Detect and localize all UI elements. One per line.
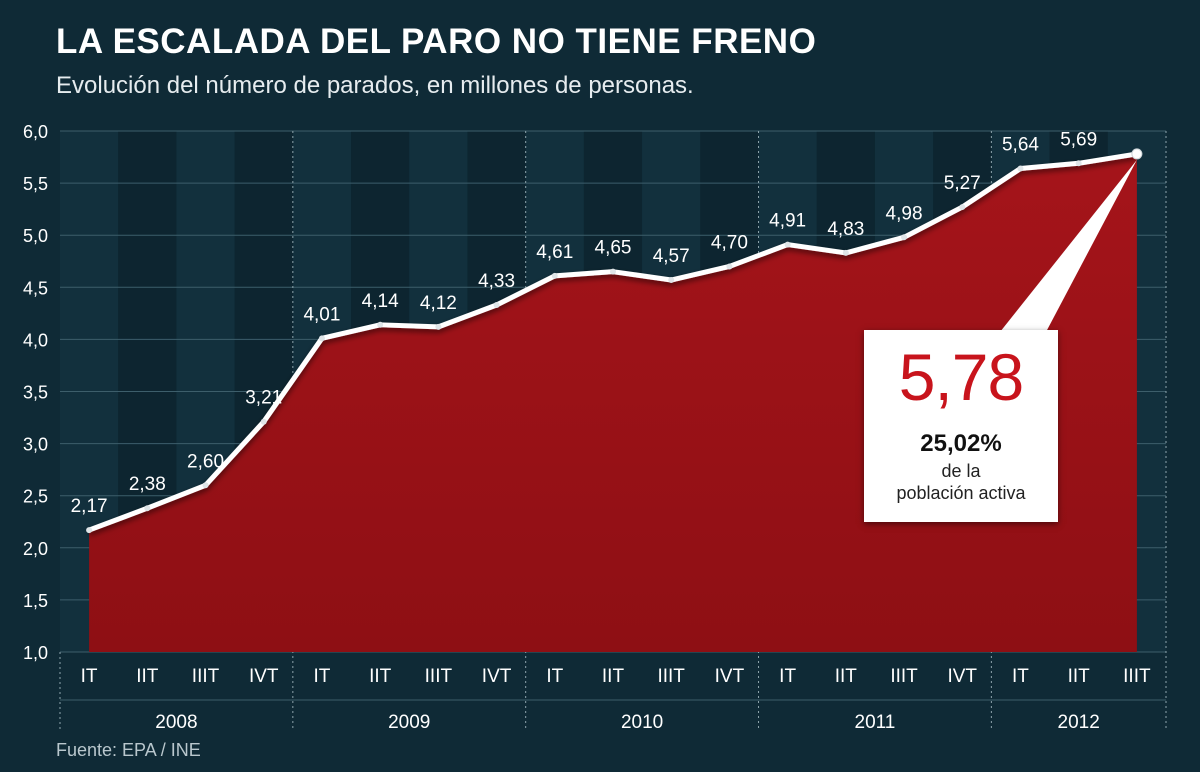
data-point (668, 277, 675, 284)
x-tick-label: IIT (136, 666, 159, 687)
callout-desc-line2: población activa (896, 483, 1026, 503)
year-label: 2009 (388, 712, 430, 733)
data-point (377, 321, 384, 328)
data-point (784, 241, 791, 248)
data-value-label: 4,61 (536, 242, 573, 263)
x-tick-label: IIT (1068, 666, 1091, 687)
data-value-label: 5,27 (944, 173, 981, 194)
data-value-label: 4,33 (478, 271, 515, 292)
data-value-label: 4,14 (362, 291, 399, 312)
x-tick-label: IT (546, 666, 563, 687)
year-label: 2011 (855, 712, 896, 733)
data-value-label: 4,91 (769, 211, 806, 232)
x-tick-label: IT (314, 666, 331, 687)
data-point (493, 302, 500, 309)
callout-value: 5,78 (898, 340, 1024, 414)
chart-subtitle: Evolución del número de parados, en mill… (56, 72, 694, 99)
year-label: 2008 (155, 712, 197, 733)
x-tick-label: IVT (947, 666, 977, 687)
data-value-label: 5,64 (1002, 135, 1039, 156)
x-tick-label: IIIT (192, 666, 220, 687)
year-label: 2010 (621, 712, 663, 733)
x-tick-label: IIT (602, 666, 625, 687)
data-point (1017, 165, 1024, 172)
x-tick-label: IIIT (657, 666, 685, 687)
data-point (435, 323, 442, 330)
y-tick-label: 5,0 (23, 226, 48, 246)
data-value-label: 4,65 (595, 238, 632, 259)
data-value-label: 5,69 (1060, 129, 1097, 150)
x-tick-label: IIIT (890, 666, 918, 687)
data-value-label: 2,60 (187, 451, 224, 472)
callout-pointer (1000, 159, 1137, 332)
data-value-label: 4,83 (827, 219, 864, 240)
unemployment-area (89, 153, 1137, 652)
x-tick-label: IT (779, 666, 796, 687)
data-point (959, 204, 966, 211)
data-point (842, 249, 849, 256)
y-tick-label: 4,0 (23, 330, 48, 350)
data-value-label: 4,01 (303, 304, 340, 325)
data-point (202, 482, 209, 489)
y-tick-label: 3,5 (23, 383, 48, 403)
data-value-label: 4,70 (711, 232, 748, 253)
data-point (901, 234, 908, 241)
data-point (260, 418, 267, 425)
x-tick-label: IVT (482, 666, 512, 687)
y-tick-label: 1,5 (23, 591, 48, 611)
callout-description: de la población activa (864, 460, 1058, 504)
source-note: Fuente: EPA / INE (56, 740, 201, 760)
latest-value-callout: 5,78 25,02% de la población activa (864, 330, 1058, 522)
data-value-label: 2,17 (71, 496, 108, 517)
data-point (86, 527, 93, 534)
data-point (1131, 148, 1143, 160)
data-value-label: 3,21 (245, 388, 282, 409)
y-tick-label: 1,0 (23, 643, 48, 663)
data-point (551, 272, 558, 279)
data-value-label: 4,12 (420, 293, 457, 314)
year-label: 2012 (1058, 712, 1100, 733)
callout-percent: 25,02% (920, 430, 1002, 457)
y-tick-label: 2,5 (23, 487, 48, 507)
x-tick-label: IVT (249, 666, 279, 687)
data-point (1075, 160, 1082, 167)
y-tick-label: 2,0 (23, 539, 48, 559)
x-tick-label: IIT (369, 666, 392, 687)
data-point (726, 263, 733, 270)
y-tick-label: 5,5 (23, 174, 48, 194)
x-tick-label: IIT (835, 666, 858, 687)
x-tick-label: IT (81, 666, 98, 687)
data-point (610, 268, 616, 275)
callout-desc-line1: de la (941, 461, 981, 481)
chart-title: LA ESCALADA DEL PARO NO TIENE FRENO (56, 22, 817, 61)
data-value-label: 4,98 (886, 203, 923, 224)
x-tick-label: IIIT (425, 666, 453, 687)
y-tick-label: 6,0 (23, 122, 48, 142)
data-point (144, 505, 151, 512)
x-tick-label: IVT (715, 666, 745, 687)
data-value-label: 4,57 (653, 246, 690, 267)
data-point (318, 335, 325, 342)
y-tick-label: 4,5 (23, 278, 48, 298)
x-tick-label: IIIT (1123, 666, 1151, 687)
data-value-label: 2,38 (129, 474, 166, 495)
y-tick-label: 3,0 (23, 435, 48, 455)
x-tick-label: IT (1012, 666, 1029, 687)
